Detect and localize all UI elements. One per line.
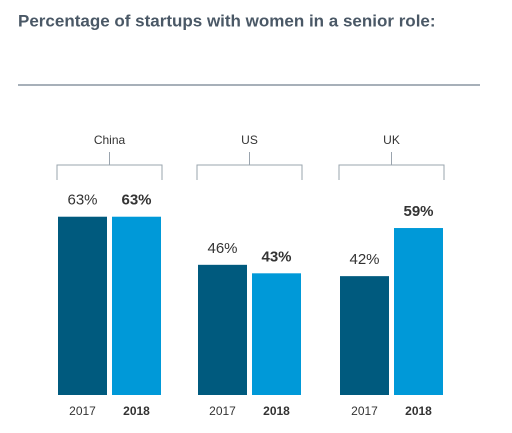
value-label: 59%: [403, 203, 433, 220]
value-label: 63%: [121, 192, 151, 209]
series-label: 2017: [351, 404, 378, 418]
group-bracket: [338, 152, 445, 180]
series-label: 2018: [123, 404, 150, 418]
value-label: 43%: [261, 248, 291, 265]
series-label: 2017: [209, 404, 236, 418]
bar: [252, 273, 301, 395]
series-label: 2018: [263, 404, 290, 418]
group-label: US: [241, 133, 258, 147]
bar: [340, 276, 389, 395]
group-bracket: [196, 152, 303, 180]
bar: [394, 228, 443, 395]
series-label: 2017: [69, 404, 96, 418]
bar: [198, 264, 247, 395]
bar: [112, 216, 161, 395]
group-label: China: [94, 133, 126, 147]
value-label: 63%: [67, 192, 97, 209]
chart-title: Percentage of startups with women in a s…: [18, 11, 436, 30]
value-label: 46%: [207, 240, 237, 257]
series-label: 2018: [405, 404, 432, 418]
group-label: UK: [383, 133, 400, 147]
bar: [58, 216, 107, 395]
group-bracket: [56, 152, 163, 180]
value-label: 42%: [349, 251, 379, 268]
